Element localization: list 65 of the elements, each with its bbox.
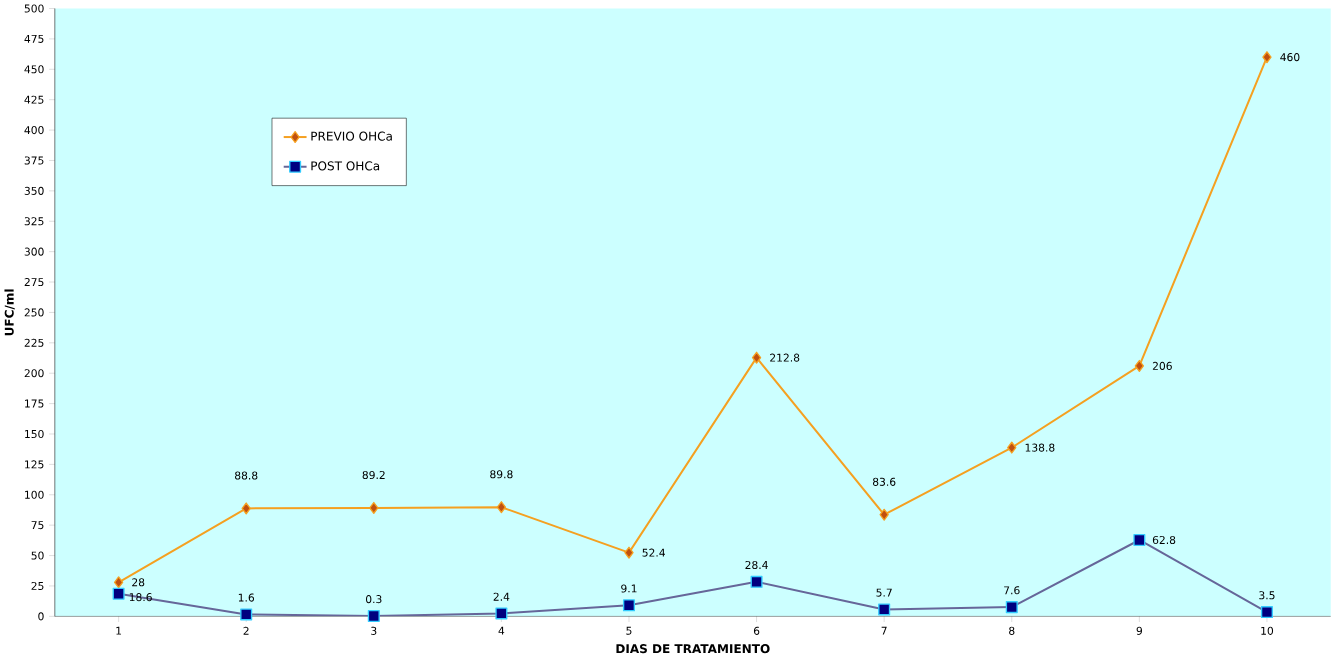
data-label: 212.8 (770, 353, 800, 362)
point (113, 576, 124, 589)
y-tick-label: 75 (31, 521, 44, 530)
x-tick-label: 3 (371, 626, 377, 636)
point (1134, 360, 1145, 373)
data-label: 52.4 (642, 548, 665, 557)
data-label: 89.8 (490, 470, 513, 479)
data-label: 9.1 (621, 584, 637, 593)
y-tick-label: 50 (31, 551, 44, 560)
x-tick-label: 10 (1261, 626, 1274, 636)
data-label: 206 (1152, 362, 1172, 371)
data-label: 62.8 (1152, 536, 1176, 545)
data-label: 5.7 (876, 588, 892, 597)
data-label: 3.5 (1259, 591, 1275, 600)
y-tick-label: 275 (24, 278, 44, 287)
y-tick-label: 350 (24, 186, 44, 196)
data-label: 138.8 (1025, 443, 1055, 452)
x-tick-label: 5 (626, 626, 632, 635)
legend-label: POST OHCa (311, 161, 380, 171)
data-label: 28 (132, 578, 145, 587)
data-label: 18.6 (129, 593, 152, 602)
y-tick-label: 0 (38, 612, 44, 621)
y-tick-label: 250 (24, 308, 44, 317)
data-label: 28.4 (745, 561, 768, 570)
y-tick-label: 375 (24, 156, 44, 165)
data-label: 83.6 (872, 477, 896, 487)
point (241, 502, 251, 515)
y-tick-label: 450 (24, 65, 44, 74)
x-tick-label: 8 (1009, 626, 1015, 636)
y-tick-label: 100 (25, 490, 44, 499)
y-tick-label: 200 (24, 369, 44, 378)
y-tick-label: 425 (24, 95, 44, 104)
data-label: 7.6 (1004, 586, 1020, 595)
point (879, 508, 889, 521)
x-tick-label: 2 (243, 626, 249, 635)
data-label: 1.6 (238, 593, 255, 602)
data-label: 2.4 (493, 592, 510, 601)
data-label: 0.3 (366, 595, 382, 604)
y-tick-label: 500 (24, 4, 44, 13)
x-tick-label: 1 (116, 626, 122, 635)
data-label: 88.8 (235, 471, 258, 480)
x-tick-label: 6 (753, 626, 760, 636)
y-tick-label: 225 (24, 338, 44, 348)
y-tick-label: 475 (24, 35, 44, 44)
point (1007, 441, 1017, 454)
x-axis-title: DIAS DE TRATAMIENTO (616, 644, 770, 654)
x-tick-label: 9 (1136, 626, 1143, 636)
y-axis-title: UFC/ml (4, 289, 15, 336)
y-tick-label: 175 (25, 399, 44, 408)
y-tick-label: 400 (24, 126, 44, 135)
y-tick-label: 300 (24, 247, 44, 256)
x-tick-label: 7 (881, 626, 887, 635)
y-tick-label: 25 (31, 582, 44, 591)
data-label: 89.2 (362, 471, 385, 480)
point (369, 502, 379, 515)
x-tick-label: 4 (498, 626, 505, 635)
data-label: 460 (1280, 53, 1300, 62)
legend-label: PREVIO OHCa (311, 131, 392, 141)
y-tick-label: 125 (25, 460, 44, 469)
y-tick-label: 325 (24, 217, 44, 226)
point (496, 501, 507, 514)
point (1262, 51, 1272, 64)
y-tick-label: 150 (25, 430, 44, 439)
point (751, 351, 762, 364)
point (624, 546, 634, 559)
